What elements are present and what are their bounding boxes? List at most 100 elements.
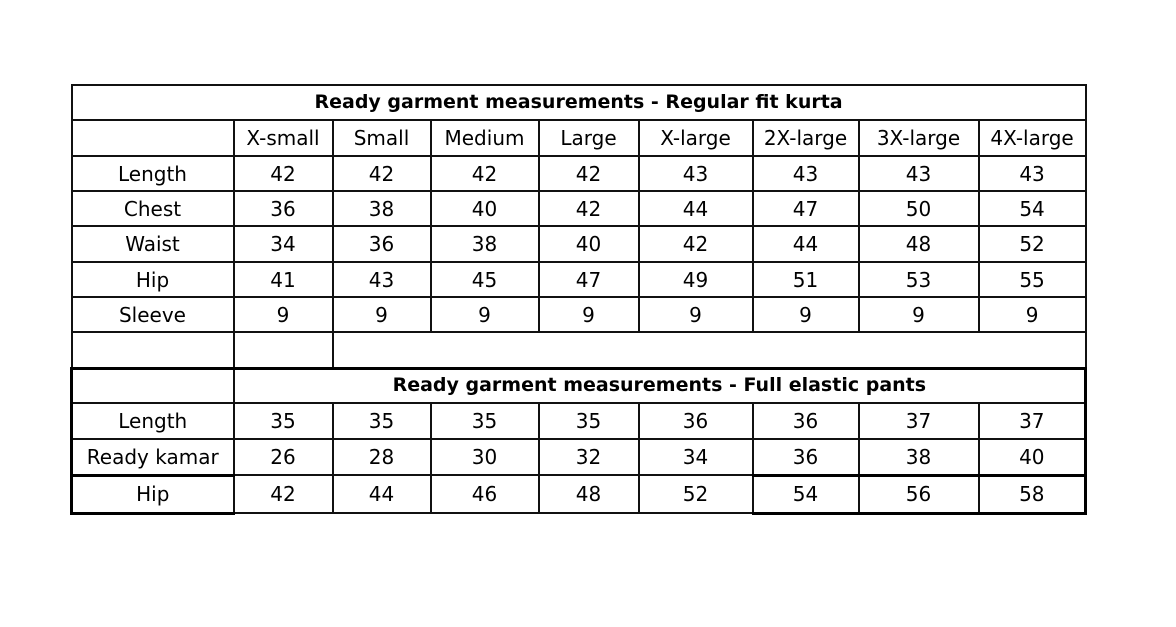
size-chart-table: Ready garment measurements - Regular fit… [70, 84, 1088, 515]
size-header: 3X-large [857, 119, 980, 157]
table-row: Length 35 35 35 35 36 36 37 37 [70, 402, 1088, 440]
table-row: Hip 41 43 45 47 49 51 53 55 [70, 261, 1087, 298]
empty-cell [331, 331, 1087, 369]
measurement-cell: 9 [331, 296, 432, 333]
table-row: Chest 36 38 40 42 44 47 50 54 [70, 190, 1087, 227]
spacer-row [70, 331, 1087, 369]
measurement-cell: 54 [751, 473, 860, 515]
measurement-cell: 43 [857, 155, 980, 192]
measurement-cell: 37 [857, 402, 980, 440]
measurement-cell: 42 [637, 225, 754, 263]
row-label: Ready kamar [70, 438, 235, 476]
measurement-cell: 37 [977, 402, 1088, 440]
measurement-cell: 36 [331, 225, 432, 263]
table-row: Length 42 42 42 42 43 43 43 43 [70, 155, 1087, 192]
empty-cell [70, 366, 235, 404]
measurement-cell: 52 [637, 474, 754, 514]
table-row: Sleeve 9 9 9 9 9 9 9 9 [70, 296, 1087, 333]
table-row: Waist 34 36 38 40 42 44 48 52 [70, 225, 1087, 263]
measurement-cell: 58 [977, 473, 1088, 515]
size-header: X-large [637, 119, 754, 157]
measurement-cell: 26 [232, 438, 334, 476]
measurement-cell: 36 [751, 402, 860, 440]
measurement-cell: 42 [537, 190, 640, 227]
size-header: Small [331, 119, 432, 157]
measurement-cell: 34 [232, 225, 334, 263]
size-header: X-small [232, 119, 334, 157]
row-label: Length [70, 402, 235, 440]
measurement-cell: 42 [232, 155, 334, 192]
measurement-cell: 52 [977, 225, 1087, 263]
kurta-header-row: X-small Small Medium Large X-large 2X-large 3X… [70, 119, 1087, 157]
measurement-cell: 45 [429, 261, 540, 298]
measurement-cell: 47 [537, 261, 640, 298]
measurement-cell: 40 [429, 190, 540, 227]
measurement-cell: 44 [637, 190, 754, 227]
table-row: Ready kamar 26 28 30 32 34 36 38 40 [70, 438, 1088, 476]
measurement-cell: 56 [857, 473, 980, 515]
pants-title-row: Ready garment measurements - Full elasti… [70, 366, 1088, 404]
row-label: Hip [70, 473, 235, 515]
measurement-cell: 42 [537, 155, 640, 192]
measurement-cell: 36 [637, 402, 754, 440]
measurement-cell: 36 [232, 190, 334, 227]
measurement-cell: 47 [751, 190, 860, 227]
measurement-cell: 36 [751, 438, 860, 476]
measurement-cell: 43 [331, 261, 432, 298]
measurement-cell: 53 [857, 261, 980, 298]
measurement-cell: 9 [751, 296, 860, 333]
measurement-cell: 35 [232, 402, 334, 440]
empty-cell [70, 331, 235, 369]
measurement-cell: 41 [232, 261, 334, 298]
measurement-cell: 46 [429, 474, 540, 514]
kurta-title-row: Ready garment measurements - Regular fit… [70, 84, 1087, 121]
measurement-cell: 42 [232, 474, 334, 514]
row-label: Chest [70, 190, 235, 227]
measurement-cell: 35 [537, 402, 640, 440]
measurement-cell: 9 [537, 296, 640, 333]
row-label: Hip [70, 261, 235, 298]
measurement-cell: 35 [429, 402, 540, 440]
measurement-cell: 38 [857, 438, 980, 476]
measurement-cell: 42 [331, 155, 432, 192]
measurement-cell: 9 [857, 296, 980, 333]
measurement-cell: 9 [429, 296, 540, 333]
measurement-cell: 34 [637, 438, 754, 476]
pants-table-title: Ready garment measurements - Full elasti… [232, 366, 1088, 404]
size-header: 2X-large [751, 119, 860, 157]
measurement-cell: 32 [537, 438, 640, 476]
measurement-cell: 48 [857, 225, 980, 263]
row-label: Length [70, 155, 235, 192]
measurement-cell: 35 [331, 402, 432, 440]
measurement-cell: 28 [331, 438, 432, 476]
measurement-cell: 9 [232, 296, 334, 333]
size-header: Large [537, 119, 640, 157]
measurement-cell: 44 [331, 474, 432, 514]
kurta-table-title: Ready garment measurements - Regular fit… [70, 84, 1087, 121]
measurement-cell: 43 [637, 155, 754, 192]
measurement-cell: 9 [637, 296, 754, 333]
empty-cell [232, 331, 334, 369]
measurement-cell: 43 [751, 155, 860, 192]
table-row: Hip 42 44 46 48 52 54 56 58 [70, 473, 1088, 515]
header-empty-cell [70, 119, 235, 157]
measurement-cell: 9 [977, 296, 1087, 333]
measurement-cell: 43 [977, 155, 1087, 192]
measurement-cell: 51 [751, 261, 860, 298]
measurement-cell: 50 [857, 190, 980, 227]
measurement-cell: 49 [637, 261, 754, 298]
measurement-cell: 38 [331, 190, 432, 227]
measurement-cell: 30 [429, 438, 540, 476]
measurement-cell: 40 [537, 225, 640, 263]
measurement-cell: 48 [537, 474, 640, 514]
size-header: Medium [429, 119, 540, 157]
size-header: 4X-large [977, 119, 1087, 157]
measurement-cell: 44 [751, 225, 860, 263]
measurement-cell: 55 [977, 261, 1087, 298]
row-label: Sleeve [70, 296, 235, 333]
measurement-cell: 38 [429, 225, 540, 263]
measurement-cell: 40 [977, 438, 1088, 476]
measurement-cell: 54 [977, 190, 1087, 227]
row-label: Waist [70, 225, 235, 263]
measurement-cell: 42 [429, 155, 540, 192]
